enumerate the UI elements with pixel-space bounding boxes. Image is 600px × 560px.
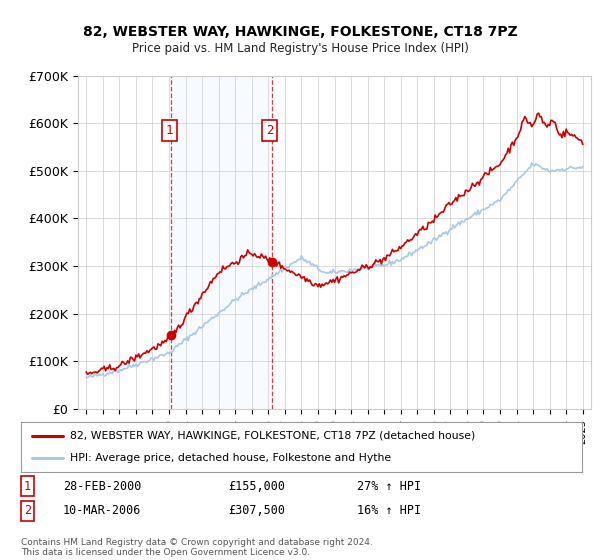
Text: HPI: Average price, detached house, Folkestone and Hythe: HPI: Average price, detached house, Folk… [70, 453, 391, 463]
Text: 28-FEB-2000: 28-FEB-2000 [63, 479, 142, 493]
Text: £155,000: £155,000 [228, 479, 285, 493]
Text: 82, WEBSTER WAY, HAWKINGE, FOLKESTONE, CT18 7PZ: 82, WEBSTER WAY, HAWKINGE, FOLKESTONE, C… [83, 25, 517, 39]
Text: 82, WEBSTER WAY, HAWKINGE, FOLKESTONE, CT18 7PZ (detached house): 82, WEBSTER WAY, HAWKINGE, FOLKESTONE, C… [70, 431, 476, 441]
Text: Price paid vs. HM Land Registry's House Price Index (HPI): Price paid vs. HM Land Registry's House … [131, 42, 469, 55]
Text: 2: 2 [24, 504, 31, 517]
Text: 16% ↑ HPI: 16% ↑ HPI [357, 504, 421, 517]
Bar [172, 76, 272, 409]
Text: £307,500: £307,500 [228, 504, 285, 517]
Text: Contains HM Land Registry data © Crown copyright and database right 2024.
This d: Contains HM Land Registry data © Crown c… [21, 538, 373, 557]
Text: 1: 1 [166, 124, 173, 137]
Text: 27% ↑ HPI: 27% ↑ HPI [357, 479, 421, 493]
Text: 10-MAR-2006: 10-MAR-2006 [63, 504, 142, 517]
Text: 2: 2 [266, 124, 274, 137]
Text: 1: 1 [24, 479, 31, 493]
